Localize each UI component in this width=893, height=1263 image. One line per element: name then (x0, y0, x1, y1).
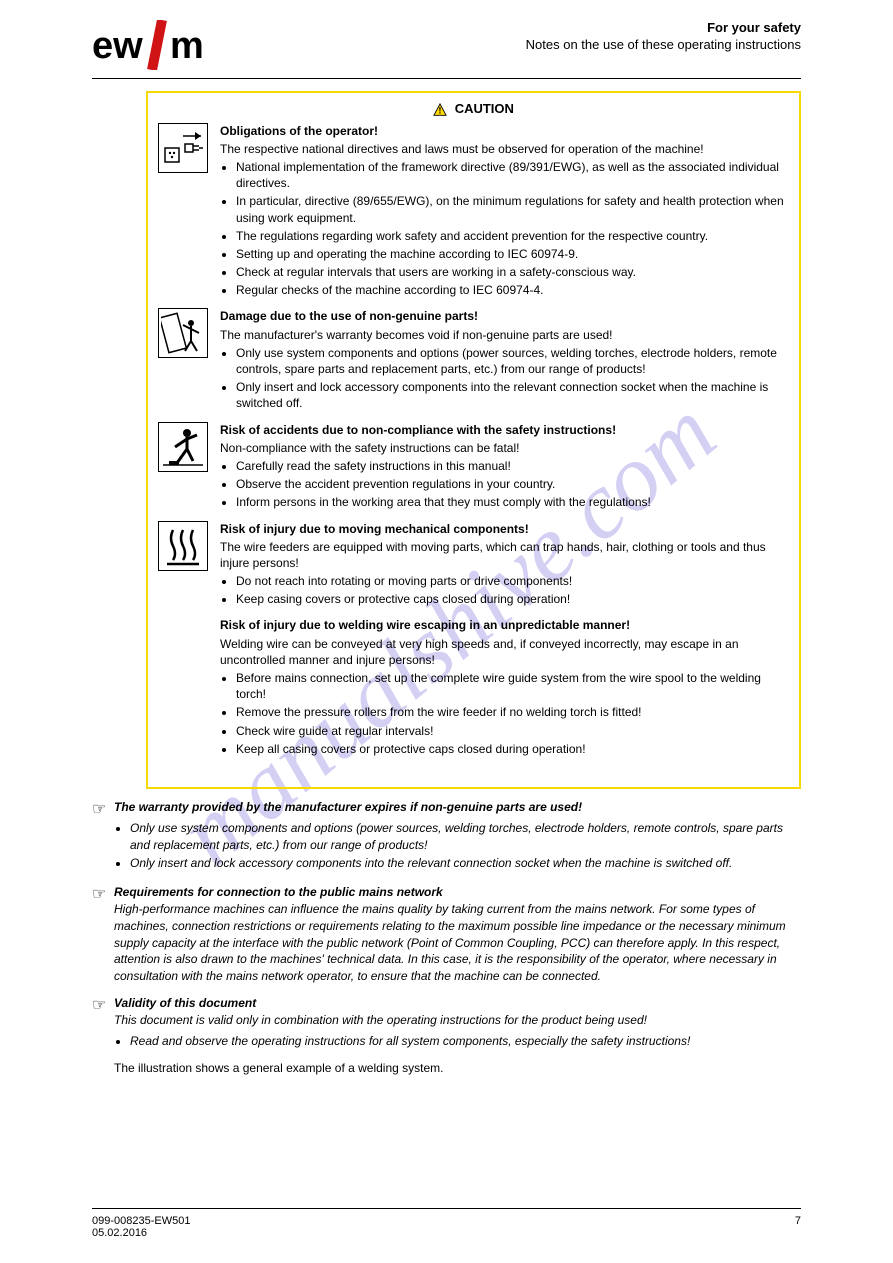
caution-text-3: Risk of injury due to moving mechanical … (220, 521, 789, 610)
caution-item-2: Risk of accidents due to non-compliance … (158, 422, 789, 513)
note-1: ☞ Requirements for connection to the pub… (92, 884, 801, 985)
svg-text:m: m (170, 25, 204, 67)
caution-box: ! CAUTION Obligations of the operator! (146, 91, 801, 789)
brand-logo: ew m (92, 20, 222, 70)
header-titles: For your safety Notes on the use of thes… (526, 20, 801, 54)
attribution-text: The illustration shows a general example… (114, 1061, 801, 1075)
footer-date: 05.02.2016 (92, 1227, 147, 1239)
pointing-hand-icon: ☞ (92, 799, 114, 874)
pointing-hand-icon: ☞ (92, 995, 114, 1051)
falling-machine-icon (158, 308, 208, 358)
caution-item-3: Risk of injury due to moving mechanical … (158, 521, 789, 610)
caution-text-1: Damage due to the use of non-genuine par… (220, 308, 789, 413)
caution-item-4: Risk of injury due to welding wire escap… (158, 617, 789, 759)
caution-text-4: Risk of injury due to welding wire escap… (220, 617, 789, 759)
caution-title: ! CAUTION (158, 101, 789, 117)
header-section-title: For your safety (526, 20, 801, 37)
caution-text-0: Obligations of the operator! The respect… (220, 123, 789, 301)
warning-icon: ! (433, 103, 447, 117)
footer-doc-id: 099-008235-EW501 (92, 1215, 190, 1227)
caution-text-2: Risk of accidents due to non-compliance … (220, 422, 789, 513)
caution-item-0: Obligations of the operator! The respect… (158, 123, 789, 301)
page-footer: 099-008235-EW501 05.02.2016 7 (92, 1208, 801, 1239)
plug-icon (158, 123, 208, 173)
svg-text:ew: ew (92, 25, 143, 67)
caution-item-1: Damage due to the use of non-genuine par… (158, 308, 789, 413)
svg-text:!: ! (439, 105, 442, 115)
page-header: ew m For your safety Notes on the use of… (92, 20, 801, 79)
footer-page-number: 7 (795, 1215, 801, 1239)
pointing-hand-icon: ☞ (92, 884, 114, 985)
tripping-icon (158, 422, 208, 472)
heat-waves-icon (158, 521, 208, 571)
note-2: ☞ Validity of this document This documen… (92, 995, 801, 1051)
note-0: ☞ The warranty provided by the manufactu… (92, 799, 801, 874)
header-subtitle: Notes on the use of these operating inst… (526, 37, 801, 54)
